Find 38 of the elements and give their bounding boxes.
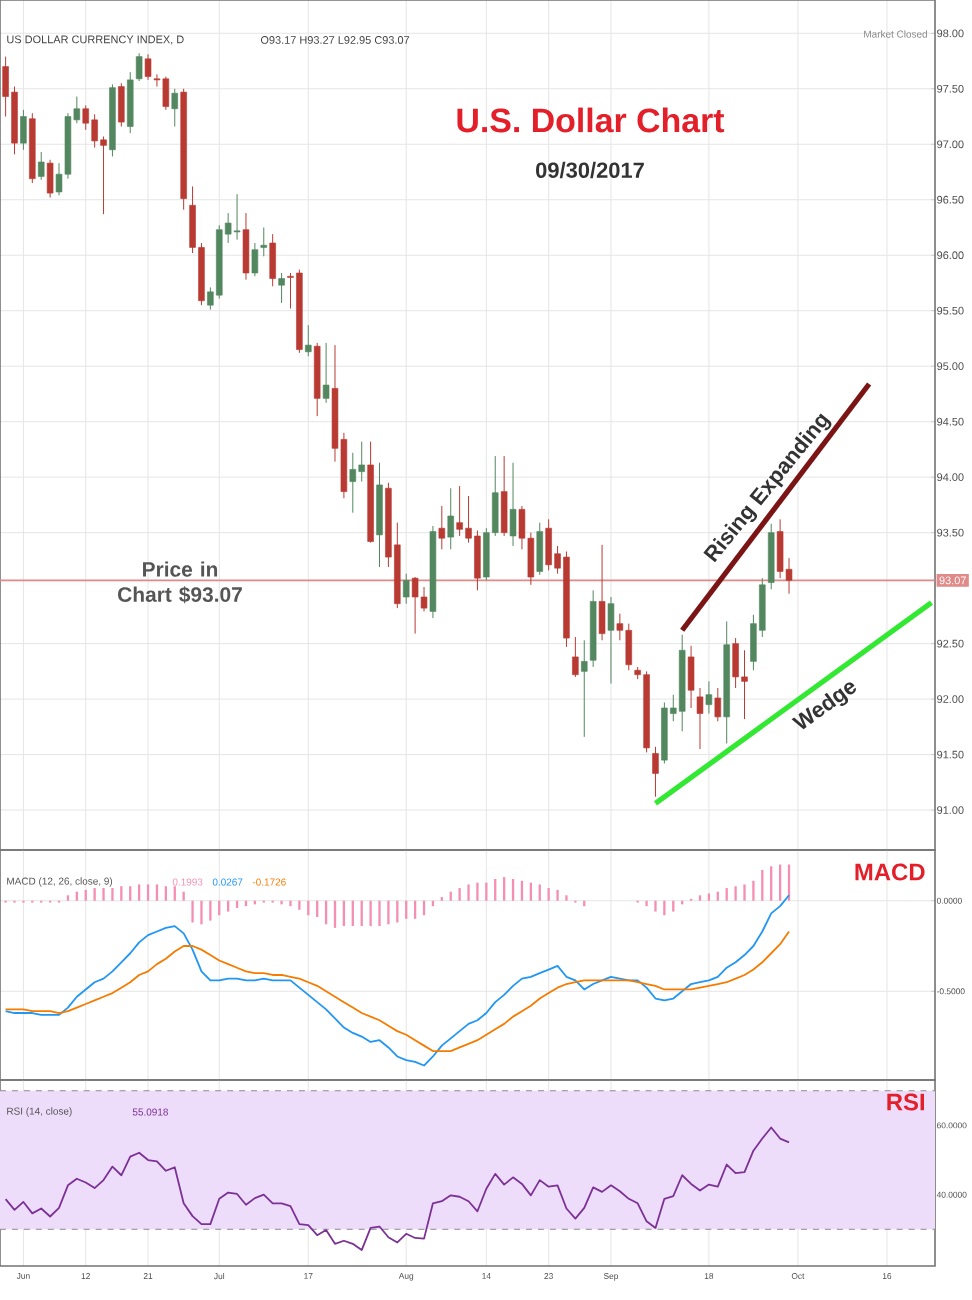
candlestick (269, 233, 276, 287)
line-series (4, 1126, 790, 1251)
candlestick (598, 544, 606, 641)
candlestick (322, 342, 330, 404)
candlestick (696, 687, 704, 750)
text: 09/30/2017 (536, 161, 644, 179)
candlestick (278, 272, 285, 304)
candlestick (251, 242, 259, 277)
candlestick (171, 88, 178, 128)
candlestick (37, 151, 45, 181)
candlestick (687, 645, 695, 709)
candlestick (438, 505, 446, 550)
candlestick (144, 53, 152, 81)
candlestick (46, 159, 54, 199)
candlestick (536, 522, 543, 576)
candlestick (509, 462, 517, 547)
candlestick (305, 324, 312, 357)
candlestick (652, 746, 659, 798)
candlestick (242, 212, 250, 281)
candlestick (572, 636, 579, 678)
candlestick (127, 71, 134, 134)
candlestick (20, 109, 27, 151)
ref-line-label: Price in Chart $93.07 (118, 561, 242, 604)
chart-title: MACD (855, 863, 925, 881)
candlestick (118, 82, 125, 128)
candlestick (349, 452, 357, 514)
candlestick (714, 687, 722, 722)
candlestick (260, 226, 268, 257)
candlestick (135, 52, 143, 82)
text: U.S. Dollar Chart (457, 107, 725, 133)
candlestick (607, 596, 615, 685)
candlestick (581, 639, 588, 738)
candlestick (402, 573, 410, 605)
candlestick (705, 680, 713, 715)
candlestick (447, 487, 454, 550)
candlestick (500, 455, 508, 537)
chart-title: RSI (887, 1093, 924, 1111)
candlestick (233, 193, 241, 241)
